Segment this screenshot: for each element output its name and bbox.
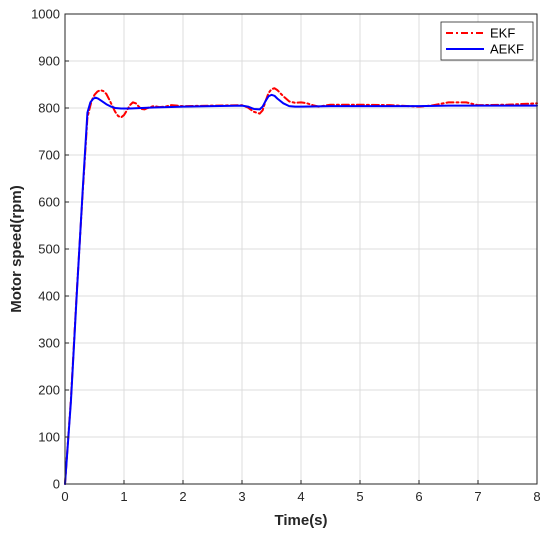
legend-box (440, 21, 534, 61)
y-tick-label: 600 (38, 195, 60, 210)
y-tick-label: 800 (38, 101, 60, 116)
x-tick-label: 4 (297, 489, 304, 504)
y-tick-label: 900 (38, 54, 60, 69)
x-tick-label: 7 (474, 489, 481, 504)
legend-label-ekf: EKF (490, 26, 515, 41)
ticks (64, 13, 538, 485)
y-tick-label: 200 (38, 383, 60, 398)
series-group (64, 87, 538, 485)
x-tick-label: 1 (120, 489, 127, 504)
x-tick-label: 2 (179, 489, 186, 504)
y-tick-label: 700 (38, 148, 60, 163)
y-tick-label: 0 (53, 477, 60, 492)
x-tick-label: 5 (356, 489, 363, 504)
y-tick-label: 300 (38, 336, 60, 351)
y-tick-label: 400 (38, 289, 60, 304)
grid (64, 13, 538, 485)
legend-label-aekf: AEKF (490, 42, 524, 57)
series-line-aekf (64, 93, 538, 485)
x-tick-label: 0 (61, 489, 68, 504)
tick-labels: 0 1 2 3 4 5 6 7 8 0 100 200 300 400 500 600 700 800 900 100… (31, 7, 541, 505)
x-tick-label: 3 (238, 489, 245, 504)
x-tick-label: 8 (533, 489, 540, 504)
y-tick-label: 500 (38, 242, 60, 257)
y-tick-label: 1000 (31, 7, 60, 22)
x-tick-label: 6 (415, 489, 422, 504)
y-tick-label: 100 (38, 430, 60, 445)
legend: EKF AEKF (440, 21, 534, 61)
y-axis-label: Motor speed(rpm) (8, 185, 25, 313)
x-axis-label: Time(s) (274, 512, 327, 529)
